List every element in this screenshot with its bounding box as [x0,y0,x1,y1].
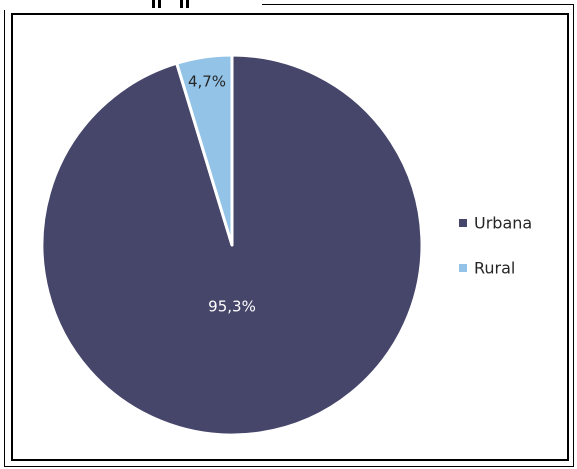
data-label-urbana: 95,3% [208,298,256,316]
legend-swatch-rural [459,264,467,272]
pie-slice-rural [175,53,234,247]
data-label-rural: 4,7% [188,73,226,91]
top-artifact [2,0,262,10]
legend-swatch-urbana [459,219,467,227]
outer-frame [4,4,574,467]
legend-label-urbana: Urbana [474,214,532,233]
legend-label-rural: Rural [474,259,515,278]
